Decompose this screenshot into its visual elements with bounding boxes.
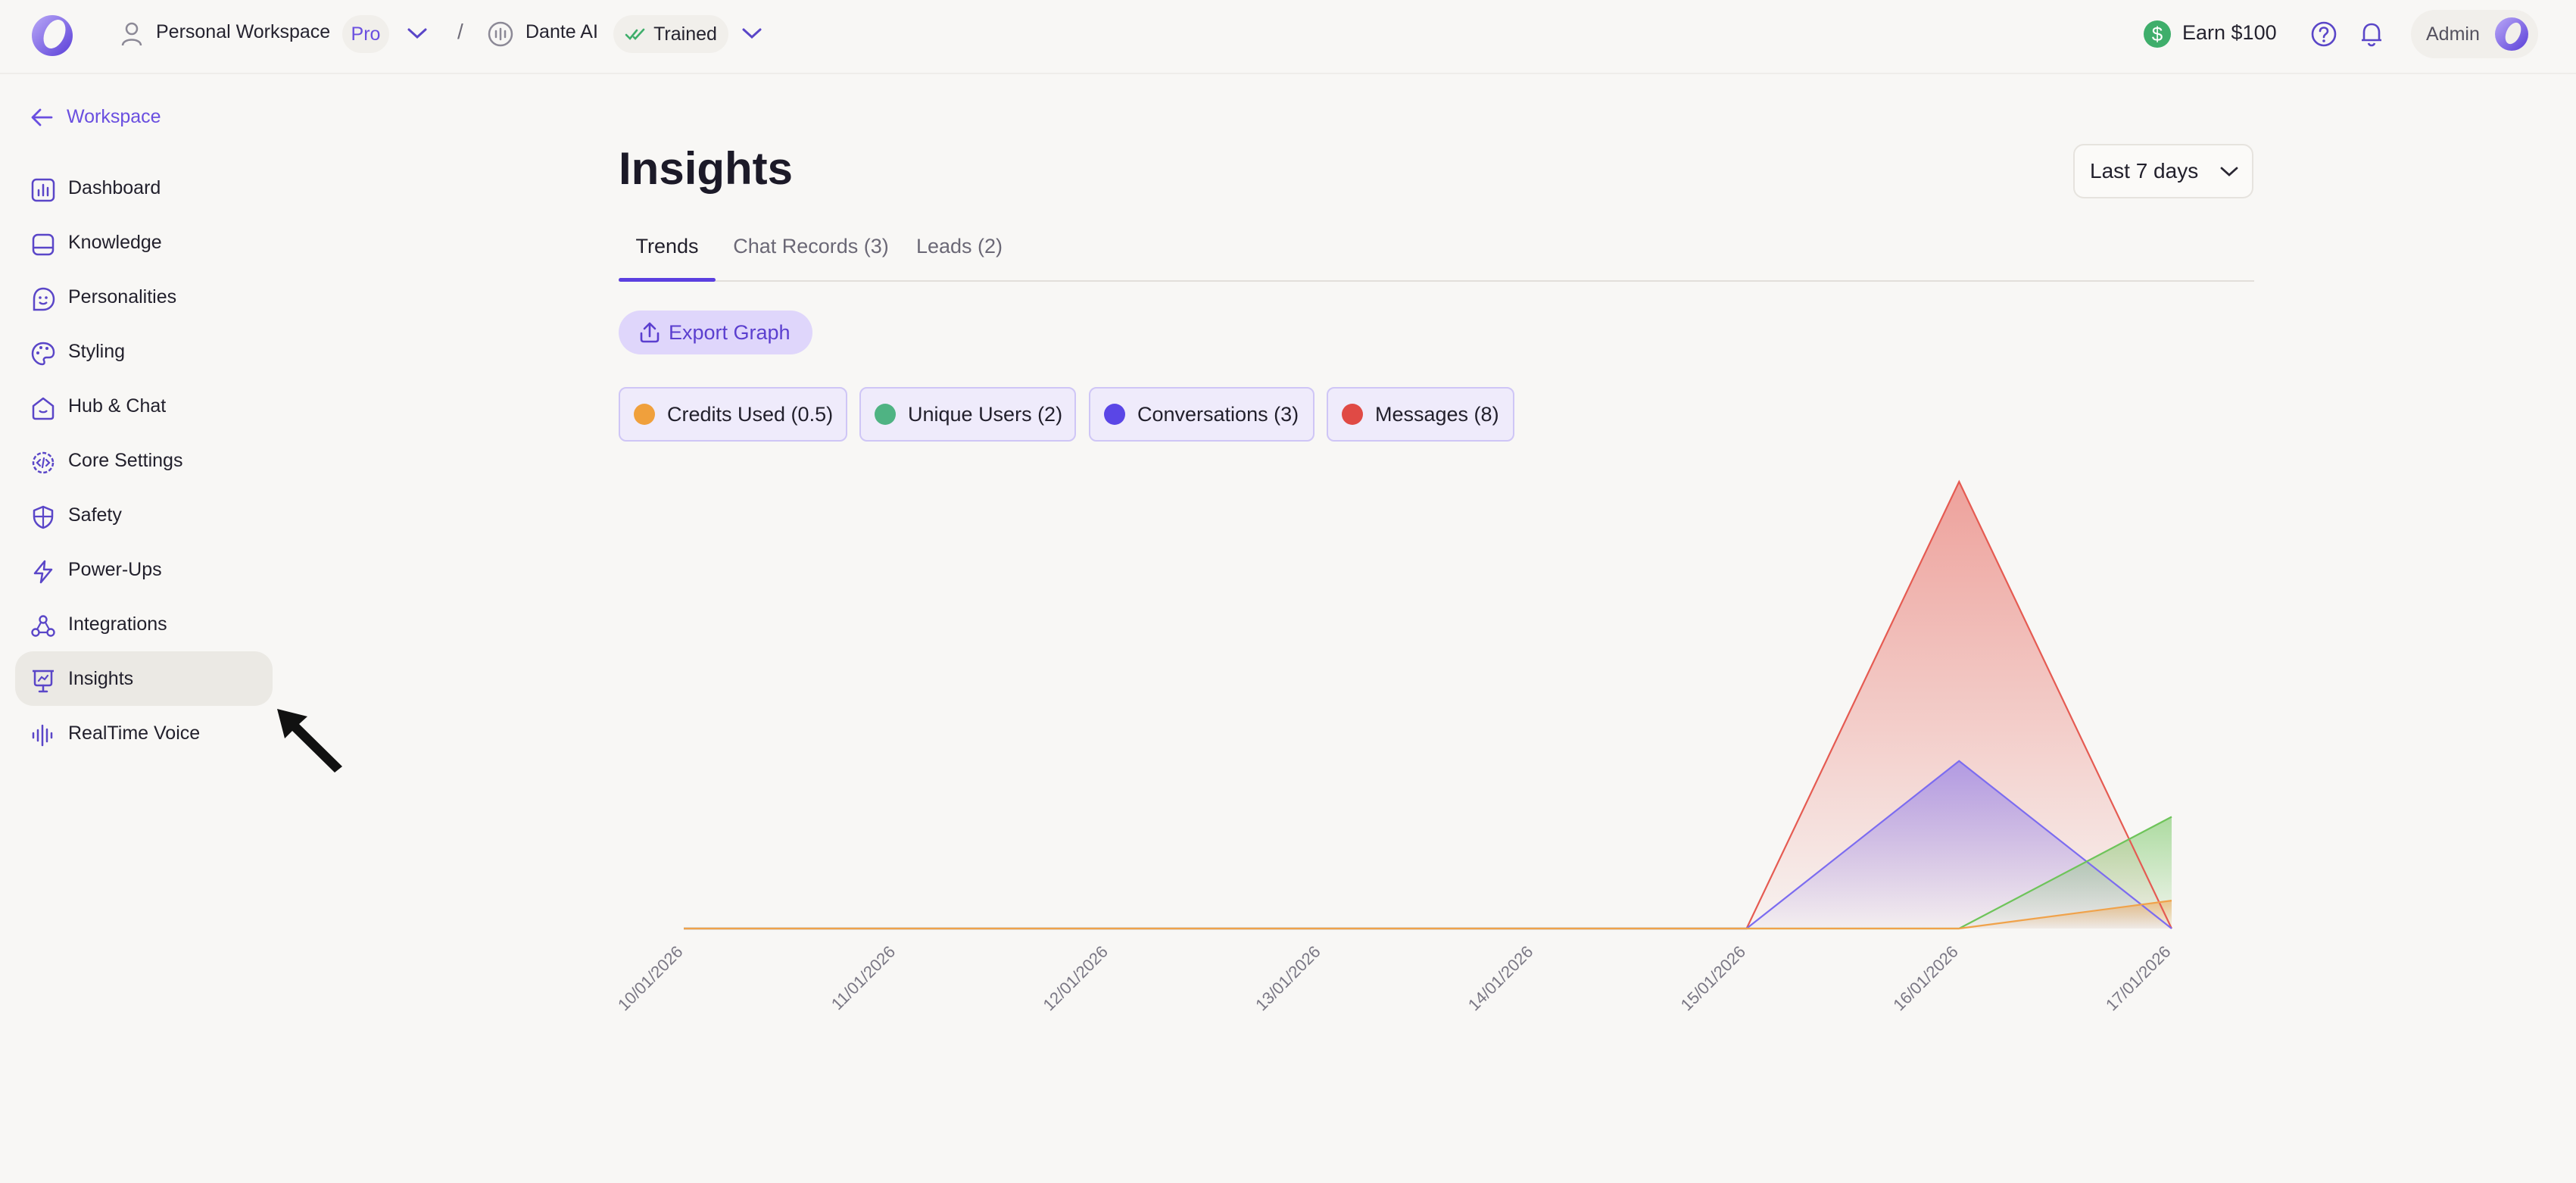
tab-trends[interactable]: Trends <box>619 227 716 282</box>
x-tick-label: 10/01/2026 <box>614 942 687 1015</box>
legend-conversations[interactable]: Conversations (3) <box>1089 387 1315 442</box>
arrow-left-icon <box>31 108 53 126</box>
x-tick-label: 13/01/2026 <box>1252 942 1324 1015</box>
agent-chevron-down-icon[interactable] <box>741 26 763 41</box>
legend-dot <box>1342 404 1363 425</box>
earn-link[interactable]: Earn $100 <box>2182 21 2277 44</box>
sidebar-item-label: RealTime Voice <box>68 723 201 744</box>
agent-status-badge: Trained <box>613 15 728 53</box>
avatar <box>2494 17 2529 52</box>
sidebar-item-knowledge[interactable]: Knowledge <box>15 215 273 270</box>
x-tick-label: 15/01/2026 <box>1677 942 1750 1015</box>
sidebar-item-label: Integrations <box>68 613 167 635</box>
sidebar-item-dashboard[interactable]: Dashboard <box>15 161 273 215</box>
x-tick-label: 12/01/2026 <box>1039 942 1112 1015</box>
export-graph-button[interactable]: Export Graph <box>619 311 812 354</box>
user-icon <box>120 21 144 47</box>
tab-chat-records[interactable]: Chat Records (3) <box>733 235 889 258</box>
chart-bars-icon <box>31 178 55 202</box>
workspace-name[interactable]: Personal Workspace <box>156 21 331 42</box>
sidebar-item-label: Core Settings <box>68 450 183 471</box>
legend-label: Unique Users (2) <box>908 403 1063 426</box>
plan-badge: Pro <box>342 15 389 53</box>
sidebar-item-core-settings[interactable]: Core Settings <box>15 433 273 488</box>
svg-text:$: $ <box>2152 23 2163 45</box>
home-chat-icon <box>32 397 55 420</box>
insights-tabs: Trends Chat Records (3) Leads (2) <box>619 227 2254 282</box>
legend-label: Credits Used (0.5) <box>667 403 834 426</box>
back-to-workspace-link[interactable]: Workspace <box>30 106 161 128</box>
lightning-icon <box>33 560 53 584</box>
sidebar-item-insights[interactable]: Insights <box>15 651 273 706</box>
x-tick-label: 11/01/2026 <box>828 942 899 1013</box>
integrations-icon <box>31 615 55 637</box>
legend-messages[interactable]: Messages (8) <box>1327 387 1514 442</box>
export-graph-label: Export Graph <box>669 321 791 344</box>
legend-dot <box>1104 404 1125 425</box>
user-menu-label: Admin <box>2426 23 2480 45</box>
legend-dot <box>875 404 896 425</box>
date-range-select[interactable]: Last 7 days <box>2073 144 2253 198</box>
x-tick-label: 16/01/2026 <box>1889 942 1962 1015</box>
sidebar-item-styling[interactable]: Styling <box>15 324 273 379</box>
legend-label: Messages (8) <box>1375 403 1499 426</box>
sidebar-item-label: Styling <box>68 341 126 362</box>
face-icon <box>33 287 55 311</box>
sidebar-item-integrations[interactable]: Integrations <box>15 597 273 651</box>
legend-unique-users[interactable]: Unique Users (2) <box>859 387 1076 442</box>
legend-credits-used[interactable]: Credits Used (0.5) <box>619 387 847 442</box>
tab-leads[interactable]: Leads (2) <box>915 235 1003 258</box>
upload-icon <box>640 322 660 343</box>
bell-icon[interactable] <box>2358 20 2385 48</box>
series-line-unique-users <box>684 816 2172 930</box>
series-area-conversations <box>684 760 2172 929</box>
sidebar-item-hub-chat[interactable]: Hub & Chat <box>15 379 273 433</box>
sidebar-item-label: Safety <box>68 504 122 526</box>
legend-dot <box>634 404 655 425</box>
series-area-unique-users <box>684 816 2172 929</box>
sidebar-item-safety[interactable]: Safety <box>15 488 273 542</box>
plan-badge-label: Pro <box>351 23 381 45</box>
sidebar-item-power-ups[interactable]: Power-Ups <box>15 542 273 597</box>
agent-name[interactable]: Dante AI <box>525 21 598 42</box>
presentation-icon <box>33 670 54 693</box>
series-area-credits-used <box>684 901 2172 929</box>
pointer-arrow-icon <box>274 706 347 774</box>
legend-label: Conversations (3) <box>1137 403 1299 426</box>
waveform-icon <box>32 724 53 747</box>
sidebar-item-realtime-voice[interactable]: RealTime Voice <box>15 706 273 760</box>
sidebar-item-personalities[interactable]: Personalities <box>15 270 273 324</box>
x-tick-label: 17/01/2026 <box>2102 942 2175 1015</box>
palette-icon <box>31 342 55 366</box>
app-logo-icon[interactable] <box>29 12 76 59</box>
code-gear-icon <box>32 451 55 474</box>
top-bar: Personal Workspace Pro / Dante AI Traine… <box>0 0 2576 74</box>
dollar-coin-icon[interactable]: $ <box>2143 20 2172 48</box>
series-area-messages <box>684 482 2172 929</box>
date-range-value: Last 7 days <box>2090 159 2199 183</box>
agent-status-label: Trained <box>653 23 717 45</box>
sidebar-nav: Dashboard Knowledge Personalities Stylin… <box>15 161 273 760</box>
chevron-down-icon <box>2220 167 2238 176</box>
sidebar-item-label: Personalities <box>68 286 177 307</box>
shield-icon <box>33 505 54 529</box>
sidebar-item-label: Knowledge <box>68 232 162 253</box>
sidebar-item-label: Dashboard <box>68 177 161 198</box>
breadcrumb-separator: / <box>457 20 463 43</box>
workspace-chevron-down-icon[interactable] <box>406 26 429 41</box>
agent-chat-icon <box>486 20 515 48</box>
sidebar-item-label: Insights <box>68 668 134 689</box>
double-check-icon <box>625 28 645 40</box>
sidebar-item-label: Power-Ups <box>68 559 162 580</box>
sidebar-item-label: Hub & Chat <box>68 395 167 417</box>
page-title: Insights <box>619 143 794 194</box>
user-menu[interactable]: Admin <box>2411 10 2538 58</box>
series-line-conversations <box>684 760 2172 930</box>
back-to-workspace-label: Workspace <box>67 106 161 127</box>
x-tick-label: 14/01/2026 <box>1464 942 1537 1015</box>
database-icon <box>32 233 55 256</box>
help-icon[interactable] <box>2309 20 2338 48</box>
series-line-messages <box>684 479 2172 930</box>
series-line-credits-used <box>684 900 2172 930</box>
